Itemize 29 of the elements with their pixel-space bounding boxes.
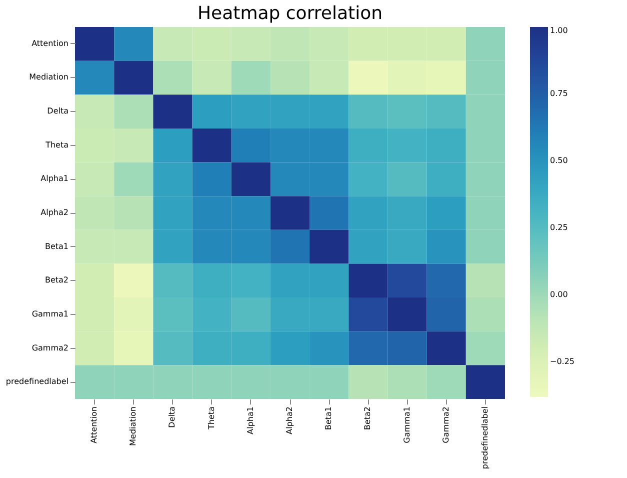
color-bar-label: 0.25 (550, 223, 568, 232)
y-tick-label: Alpha1 (40, 174, 68, 184)
y-tick-label: Gamma2 (32, 343, 68, 352)
y-tick-label: Attention (32, 38, 68, 48)
y-tick-label: Mediation (29, 72, 68, 82)
color-bar-label: 0.75 (550, 89, 568, 98)
y-tick-label: Delta (47, 106, 69, 116)
x-tick-label: Alpha2 (285, 406, 294, 434)
chart-title: Heatmap correlation (198, 3, 382, 24)
color-bar-label: 0.50 (550, 156, 568, 166)
y-tick-label: Beta2 (44, 276, 68, 285)
x-tick-label: Theta (206, 406, 216, 430)
y-tick-label: Gamma1 (32, 309, 68, 318)
color-bar-label: 0.00 (550, 290, 568, 300)
color-bar-label: 1.00 (550, 26, 568, 35)
y-tick-label: Alpha2 (40, 208, 68, 217)
x-tick-label: predefinedlabel (480, 406, 490, 470)
y-tick-label: Theta (44, 140, 69, 150)
x-tick-label: Delta (168, 406, 177, 428)
x-tick-label: Gamma1 (402, 406, 412, 444)
x-tick-label: Beta1 (324, 406, 334, 430)
x-tick-label: Beta2 (363, 406, 372, 430)
x-tick-label: Attention (90, 406, 99, 444)
color-bar-label: −0.25 (550, 357, 575, 366)
x-tick-label: Alpha1 (246, 406, 255, 434)
y-tick-label: predefinedlabel (6, 377, 68, 386)
x-tick-label: Gamma2 (441, 406, 450, 444)
y-tick-label: Beta1 (44, 242, 68, 251)
x-tick-label: Mediation (128, 406, 138, 446)
